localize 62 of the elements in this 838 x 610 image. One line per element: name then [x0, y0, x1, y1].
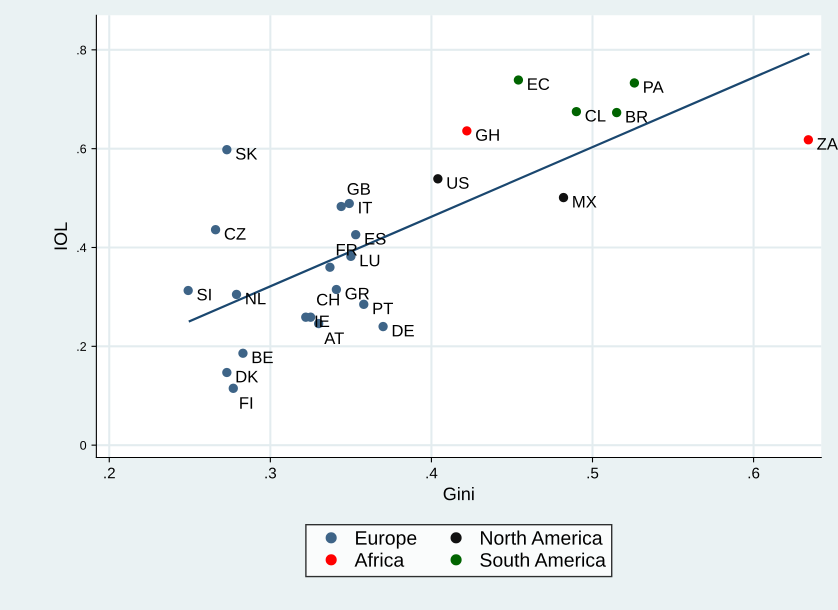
data-label: FR [336, 244, 357, 256]
point [325, 262, 335, 272]
point [630, 78, 640, 88]
point [612, 108, 622, 118]
data-label: BR [626, 110, 648, 122]
x-tick-label: .6 [748, 468, 760, 478]
point [336, 202, 346, 212]
x-tick-label: .5 [588, 468, 598, 478]
y-tick-label: .8 [77, 46, 86, 54]
data-label: PT [373, 302, 394, 314]
y-tick-label: .2 [77, 342, 86, 351]
data-label: SI [197, 288, 211, 301]
point [433, 174, 443, 184]
point [514, 75, 524, 85]
data-label: GH [476, 129, 499, 141]
data-label: BE [252, 352, 273, 364]
legend-label: Africa [354, 552, 404, 567]
legend-label: South America [480, 552, 606, 567]
y-tick-label: 0 [80, 440, 86, 450]
data-label: CZ [224, 228, 246, 240]
point [359, 300, 368, 309]
data-label: FI [240, 397, 252, 409]
x-tick-label: .2 [104, 468, 115, 478]
data-label: EC [528, 78, 550, 90]
x-tick-label: .3 [265, 468, 276, 478]
point [210, 225, 220, 234]
data-label: US [447, 177, 469, 189]
point [238, 348, 248, 358]
y-tick-label: .4 [77, 243, 86, 252]
data-label: NL [246, 292, 266, 304]
data-label: IT [359, 202, 372, 214]
data-label: GB [348, 183, 370, 195]
point [572, 106, 582, 116]
x-tick-label: .4 [426, 468, 438, 478]
y-tick-label: .6 [77, 144, 86, 154]
point [232, 290, 242, 300]
point [462, 126, 472, 136]
point [558, 192, 568, 202]
data-label: CL [586, 110, 606, 122]
point [351, 230, 360, 240]
data-label: ZA [817, 138, 838, 150]
point [344, 198, 354, 208]
data-label: LU [360, 254, 380, 266]
y-axis-title: IOL [54, 222, 68, 250]
point [804, 135, 814, 144]
legend-label: North America [481, 530, 603, 545]
legend-label: Europe [356, 531, 416, 549]
point [184, 286, 193, 296]
data-label: AT [324, 332, 344, 344]
data-label: PA [644, 81, 664, 93]
point [222, 368, 232, 378]
data-label: MX [573, 196, 596, 208]
data-label: SK [236, 148, 258, 160]
point [228, 384, 238, 393]
point [222, 144, 232, 154]
data-label: DE [392, 324, 414, 336]
point [332, 284, 342, 294]
point [378, 322, 388, 332]
data-label: CH [317, 294, 339, 306]
x-axis-title: Gini [444, 487, 474, 500]
data-label: DK [236, 370, 258, 382]
data-label: GR [346, 288, 369, 300]
